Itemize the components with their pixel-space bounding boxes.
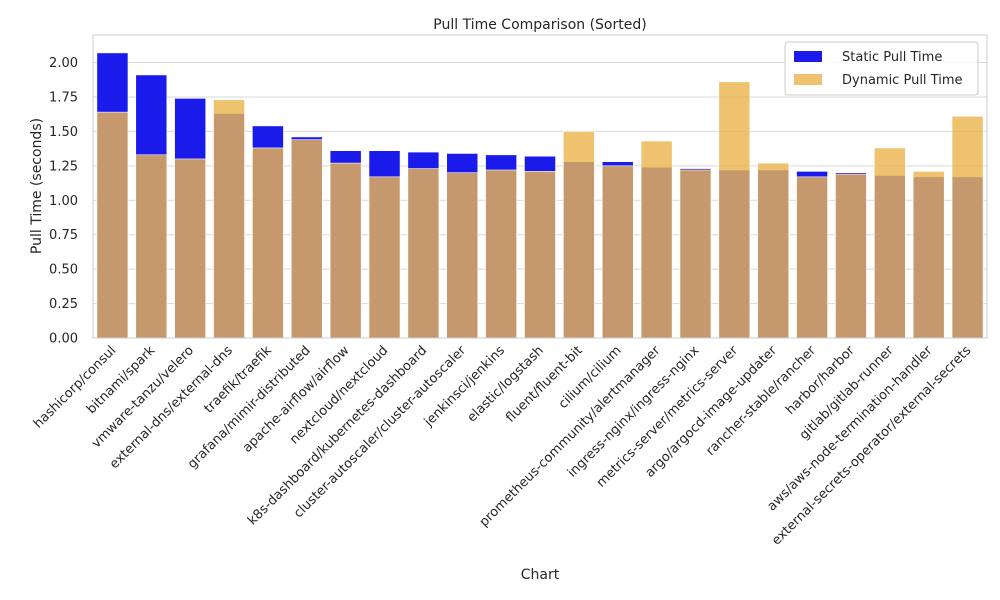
bar-dynamic [679,169,712,339]
y-tick-label: 2.00 [49,56,78,71]
y-tick-label: 1.50 [49,125,78,140]
legend-swatch-static [794,51,822,62]
y-tick-label: 1.00 [49,194,78,209]
bar-dynamic [174,158,207,339]
bar-dynamic [757,162,790,339]
bar-dynamic [601,165,634,339]
legend-label-dynamic: Dynamic Pull Time [842,73,963,88]
legend-swatch-dynamic [794,74,822,85]
bar-dynamic [912,171,945,339]
plot-frame [92,34,988,339]
x-tick-label: harbor/harbor [783,343,858,418]
bar-dynamic [718,81,751,339]
bar-dynamic [96,111,129,339]
y-tick-label: 1.25 [49,159,78,174]
y-tick-label: 0.75 [49,228,78,243]
bar-dynamic [213,99,245,339]
y-tick-label: 1.75 [49,90,78,105]
legend-box [784,41,979,96]
bar-dynamic [329,162,362,339]
bar-dynamic [407,168,440,339]
bar-dynamic [796,176,828,339]
legend: Static Pull Time Dynamic Pull Time [784,41,979,96]
y-tick-label: 0.50 [49,263,78,278]
bar-dynamic [835,173,867,339]
bar-dynamic [640,140,673,339]
bar-dynamic [290,139,323,339]
y-tick-labels: 0.00 0.25 0.50 0.75 1.00 1.25 1.50 1.75 2.00 [49,56,78,346]
bar-dynamic [485,169,517,339]
x-tick-label: traefik/traefik [201,343,275,417]
x-tick-label: prometheus-community/alertmanager [477,343,664,530]
chart-title: Pull Time Comparison (Sorted) [433,17,646,33]
x-tick-label: bitnami/spark [84,343,158,417]
y-tick-label: 0.00 [49,332,78,347]
bar-dynamic [524,171,556,339]
bars-layer [96,52,984,339]
bar-dynamic [563,131,595,339]
y-axis-label: Pull Time (seconds) [29,118,45,254]
y-tick-label: 0.25 [49,297,78,312]
bar-dynamic [252,147,284,339]
legend-label-static: Static Pull Time [842,50,942,65]
bar-dynamic [873,147,906,339]
x-axis-label: Chart [521,567,560,583]
bar-dynamic [951,115,984,339]
x-tick-label: k8s-dashboard/kubernetes-dashboard [245,343,430,528]
x-tick-labels: hashicorp/consulbitnami/sparkvmware-tanz… [31,343,975,549]
bar-dynamic [368,176,401,339]
x-tick-label: metrics-server/metrics-server [594,343,742,491]
bar-dynamic [135,154,168,339]
bar-dynamic [446,172,479,339]
